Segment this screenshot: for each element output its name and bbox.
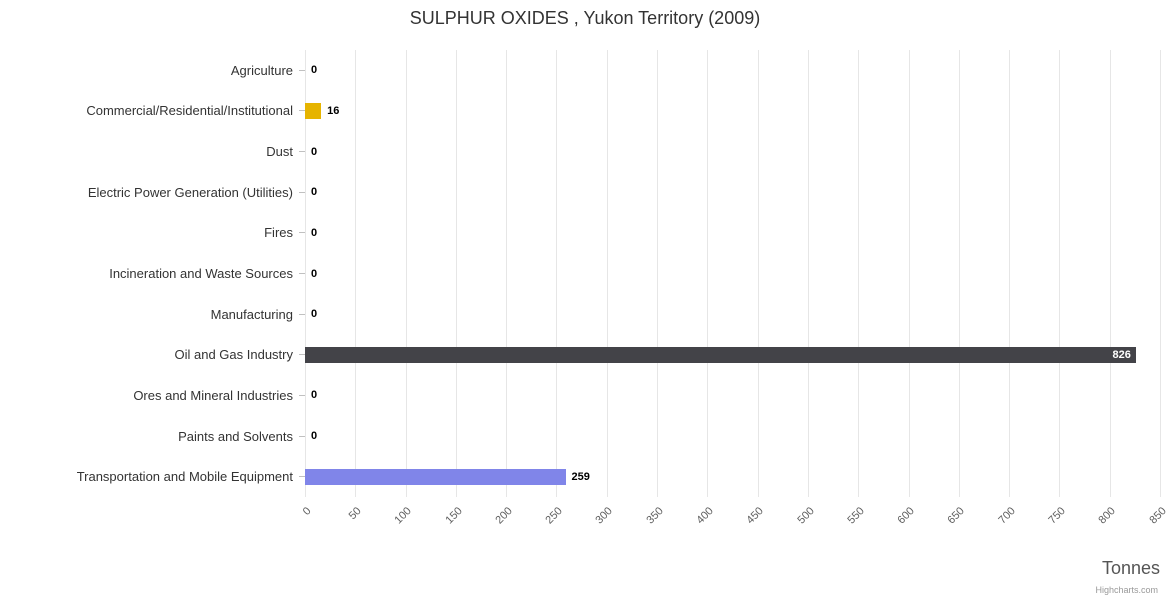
category-label: Commercial/Residential/Institutional bbox=[86, 103, 293, 119]
category-label: Incineration and Waste Sources bbox=[109, 266, 293, 282]
category-tick bbox=[299, 273, 305, 275]
bar-value-label: 0 bbox=[311, 145, 318, 158]
bar-row: 0 bbox=[305, 213, 1160, 254]
category-label: Electric Power Generation (Utilities) bbox=[87, 184, 293, 200]
bar[interactable] bbox=[305, 102, 322, 119]
category-label: Dust bbox=[266, 144, 293, 160]
category-label: Fires bbox=[264, 225, 293, 241]
category-row: Fires bbox=[0, 213, 305, 254]
category-tick bbox=[299, 151, 305, 153]
bar-row: 0 bbox=[305, 131, 1160, 172]
grid-line bbox=[305, 50, 306, 497]
bar-row: 0 bbox=[305, 375, 1160, 416]
bar-row: 826 bbox=[305, 334, 1160, 375]
bar-value-label: 0 bbox=[311, 226, 318, 239]
bar-row: 16 bbox=[305, 91, 1160, 132]
category-tick bbox=[299, 191, 305, 193]
chart-title: SULPHUR OXIDES , Yukon Territory (2009) bbox=[409, 8, 761, 28]
grid-line bbox=[405, 50, 407, 497]
category-tick bbox=[299, 476, 305, 478]
bar-value-label: 826 bbox=[1112, 348, 1131, 361]
grid-line bbox=[1160, 50, 1161, 497]
grid-line bbox=[958, 50, 960, 497]
category-label: Ores and Mineral Industries bbox=[133, 387, 293, 403]
bar[interactable] bbox=[305, 468, 566, 485]
category-label: Paints and Solvents bbox=[178, 428, 293, 444]
category-label: Oil and Gas Industry bbox=[174, 347, 294, 363]
category-tick bbox=[299, 313, 305, 315]
plot-area: 0 16 0 0 0 0 0 826 0 0 259 bbox=[305, 50, 1161, 497]
category-row: Agriculture bbox=[0, 50, 305, 91]
grid-line bbox=[807, 50, 809, 497]
category-row: Ores and Mineral Industries bbox=[0, 375, 305, 416]
category-row: Electric Power Generation (Utilities) bbox=[0, 172, 305, 213]
bar-value-label: 259 bbox=[571, 470, 590, 483]
category-label: Agriculture bbox=[230, 62, 293, 78]
category-tick bbox=[299, 69, 305, 71]
bar-row: 0 bbox=[305, 416, 1160, 457]
grid-line bbox=[1109, 50, 1111, 497]
bar-value-label: 0 bbox=[311, 430, 318, 443]
grid-line bbox=[707, 50, 709, 497]
grid-line bbox=[757, 50, 759, 497]
category-axis: Agriculture Commercial/Residential/Instit… bbox=[0, 50, 305, 497]
grid-line bbox=[506, 50, 508, 497]
x-axis-title: Tonnes bbox=[1101, 558, 1160, 578]
category-row: Incineration and Waste Sources bbox=[0, 253, 305, 294]
bar-value-label: 16 bbox=[327, 104, 340, 117]
category-tick bbox=[299, 394, 305, 396]
category-tick bbox=[299, 110, 305, 112]
bar-row: 0 bbox=[305, 50, 1160, 91]
bar-row: 0 bbox=[305, 253, 1160, 294]
grid-line bbox=[606, 50, 608, 497]
grid-line bbox=[858, 50, 860, 497]
bar-row: 259 bbox=[305, 456, 1160, 497]
bar[interactable]: 826 bbox=[305, 346, 1136, 363]
category-row: Commercial/Residential/Institutional bbox=[0, 91, 305, 132]
bar-row: 0 bbox=[305, 294, 1160, 335]
bar-rows: 0 16 0 0 0 0 0 826 0 0 259 bbox=[305, 50, 1160, 497]
category-row: Paints and Solvents bbox=[0, 416, 305, 457]
grid-line bbox=[355, 50, 357, 497]
grid-line bbox=[657, 50, 659, 497]
bar-value-label: 0 bbox=[311, 308, 318, 321]
category-tick bbox=[299, 354, 305, 356]
x-axis-labels: 0 50 100 150 200 250 300 350 400 450 500 550 600 650 7… bbox=[300, 505, 1169, 527]
category-row: Manufacturing bbox=[0, 294, 305, 335]
category-tick bbox=[299, 232, 305, 234]
category-label: Manufacturing bbox=[210, 306, 293, 322]
category-label: Transportation and Mobile Equipment bbox=[76, 469, 293, 485]
highcharts-credit-link[interactable]: Highcharts.com bbox=[1095, 585, 1158, 595]
grid-line bbox=[1009, 50, 1011, 497]
bar-value-label: 0 bbox=[311, 64, 318, 77]
category-row: Transportation and Mobile Equipment bbox=[0, 456, 305, 497]
bar-value-label: 0 bbox=[311, 267, 318, 280]
grid-line bbox=[556, 50, 558, 497]
bar-row: 0 bbox=[305, 172, 1160, 213]
bar-value-label: 0 bbox=[311, 186, 318, 199]
bar-value-label: 0 bbox=[311, 389, 318, 402]
category-tick bbox=[299, 435, 305, 437]
grid-line bbox=[1059, 50, 1061, 497]
category-row: Oil and Gas Industry bbox=[0, 334, 305, 375]
category-row: Dust bbox=[0, 131, 305, 172]
grid-line bbox=[455, 50, 457, 497]
grid-line bbox=[908, 50, 910, 497]
